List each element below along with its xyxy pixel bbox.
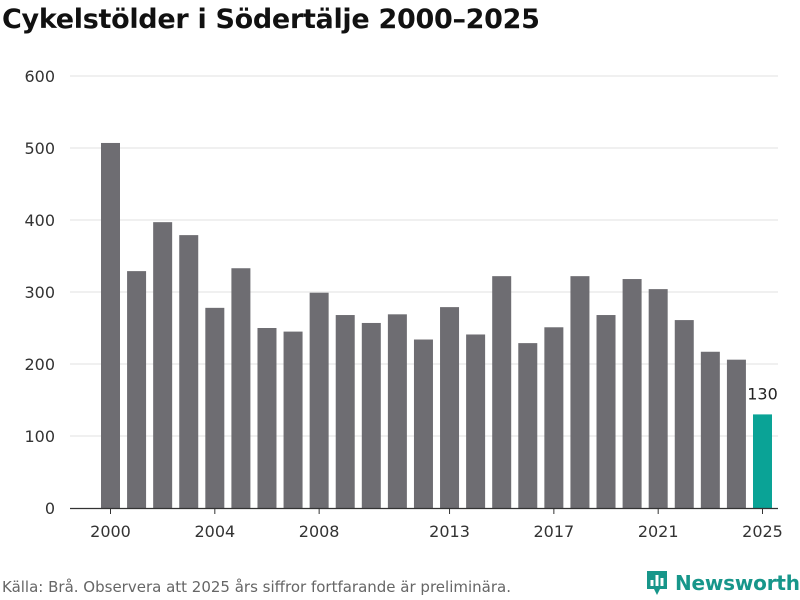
bar <box>518 343 538 508</box>
bar <box>492 276 512 508</box>
bar <box>570 276 590 508</box>
bar <box>127 271 147 508</box>
bar <box>466 334 486 508</box>
bar <box>753 414 772 508</box>
x-tick-label: 2004 <box>194 522 235 541</box>
bar <box>283 331 303 508</box>
bar <box>257 328 277 508</box>
bar <box>544 327 564 508</box>
bar <box>596 315 616 508</box>
newsworthy-logo-icon <box>647 571 667 595</box>
bar <box>179 235 199 508</box>
source-note: Källa: Brå. Observera att 2025 års siffr… <box>2 578 511 596</box>
y-tick-label: 600 <box>24 67 55 86</box>
brand-name: Newsworthy <box>675 571 800 595</box>
bar <box>231 268 251 508</box>
bar <box>440 307 460 508</box>
bar <box>335 315 355 508</box>
bar <box>309 292 329 508</box>
x-tick-label: 2025 <box>742 522 783 541</box>
y-tick-label: 300 <box>24 283 55 302</box>
chart-title: Cykelstölder i Södertälje 2000–2025 <box>2 4 540 35</box>
x-tick-label: 2008 <box>299 522 340 541</box>
bar <box>153 222 173 508</box>
x-tick-label: 2017 <box>534 522 575 541</box>
bar <box>205 307 225 508</box>
bar <box>648 289 668 508</box>
brand-logo: Newsworthy <box>645 569 800 597</box>
bar <box>726 359 746 508</box>
bar <box>387 314 407 508</box>
x-tick-label: 2013 <box>429 522 470 541</box>
x-tick-label: 2000 <box>90 522 131 541</box>
bar <box>674 320 694 508</box>
y-tick-label: 200 <box>24 355 55 374</box>
data-label: 130 <box>747 384 778 403</box>
x-tick-label: 2021 <box>638 522 679 541</box>
bar <box>413 339 433 508</box>
y-tick-label: 100 <box>24 427 55 446</box>
bar <box>700 351 720 508</box>
bar <box>101 142 120 508</box>
y-tick-label: 400 <box>24 211 55 230</box>
bar <box>622 279 642 508</box>
y-tick-label: 500 <box>24 139 55 158</box>
bar <box>361 322 381 508</box>
y-tick-label: 0 <box>45 499 55 518</box>
bar-chart: 0 100 200 300 400 500 600 2000 2004 2008 2013 2017 2… <box>24 67 783 541</box>
